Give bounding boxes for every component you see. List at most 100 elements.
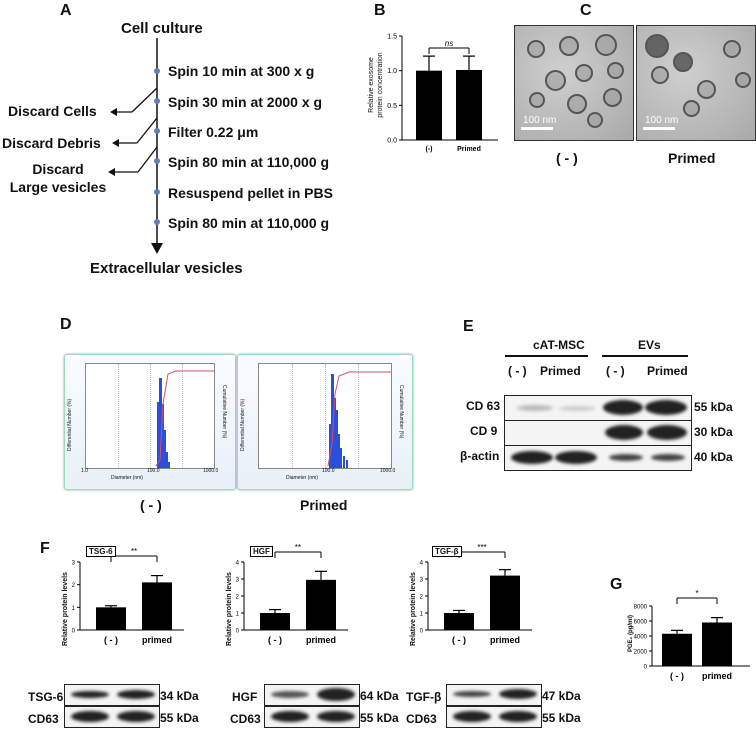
bar	[444, 613, 474, 630]
tem-image-control: 100 nm	[514, 25, 634, 141]
blot-row-label: CD63	[28, 712, 59, 726]
bar	[702, 622, 732, 666]
bar	[260, 613, 290, 630]
category-label: Primed	[457, 146, 481, 153]
kda-marker: 55 kDa	[360, 711, 399, 725]
blot-row-label: CD 9	[470, 424, 498, 438]
y-tick-label: 4	[420, 561, 424, 567]
significance-label: **	[295, 543, 301, 552]
significance-label: ***	[477, 543, 486, 552]
nta-ylabel-right: Cumulative Number (%)	[398, 385, 404, 439]
category-label: primed	[306, 635, 336, 645]
chart-tag-tgfb: TGF-β	[432, 546, 462, 557]
panel-g-ylabel: PGE₂ (pg/ml)	[628, 615, 634, 652]
nta-xtick: 100.0	[322, 468, 335, 474]
panel-a-label: A	[60, 2, 72, 19]
group-underline	[602, 355, 688, 357]
category-label: primed	[702, 671, 732, 681]
flow-step-6: Spin 80 min at 110,000 g	[168, 215, 330, 231]
chart-tag-hgf: HGF	[250, 546, 273, 557]
western-blot-cd63-control	[446, 706, 542, 728]
blot-group-cat-msc: cAT-MSC	[533, 338, 585, 352]
nta-chart-primed: Diameter (nm) 100.0 1000.0 Differential …	[237, 354, 413, 490]
nta-xlabel: Diameter (nm)	[111, 475, 143, 481]
category-label: ( - )	[670, 671, 684, 681]
chart-tag-tsg6: TSG-6	[86, 546, 116, 557]
group-underline	[505, 355, 588, 357]
blot-row-label: CD 63	[466, 399, 501, 413]
panel-b-ylabel-line2: protein concentration	[377, 52, 384, 118]
y-tick-label: 1	[72, 606, 76, 612]
western-blot-tgfb	[446, 684, 542, 706]
western-blot-cd9	[504, 420, 692, 446]
y-tick-label: 4	[236, 561, 240, 567]
bar	[96, 607, 126, 630]
panel-f-ylabel: Relative protein levels	[226, 572, 233, 646]
y-tick-label: 1.0	[387, 68, 397, 75]
western-blot-cd63	[504, 395, 692, 421]
panel-f-ylabel: Relative protein levels	[410, 572, 417, 646]
panel-d-label-control: ( - )	[140, 497, 162, 513]
y-tick-label: 3	[236, 578, 240, 584]
scale-bar-label: 100 nm	[523, 115, 557, 126]
y-tick-label: 8000	[634, 605, 648, 611]
flow-step-5: Resuspend pellet in PBS	[168, 185, 333, 201]
flow-discard-cells: Discard Cells	[8, 103, 97, 119]
western-blot-beta-actin	[504, 445, 692, 471]
bar	[456, 69, 482, 140]
kda-marker: 55 kDa	[542, 711, 581, 725]
blot-row-label: CD63	[230, 712, 261, 726]
flow-step-2: Spin 30 min at 2000 x g	[168, 94, 323, 110]
y-tick-label: 0	[420, 629, 424, 635]
panel-g-chart: 0 2000 4000 6000 8000 ( - ) primed *	[634, 589, 750, 681]
western-blot-cd63-control	[64, 706, 160, 728]
category-label: ( - )	[104, 635, 118, 645]
panel-b-ylabel-line1: Relative exosome	[368, 57, 375, 113]
kda-marker: 40 kDa	[694, 450, 733, 464]
flow-discard-debris: Discard Debris	[2, 135, 101, 151]
flow-step-3: Filter 0.22 μm	[168, 124, 259, 140]
flowchart-lines	[108, 38, 163, 254]
panel-b-label: B	[374, 2, 386, 19]
panel-c-label-primed: Primed	[668, 150, 716, 166]
kda-marker: 34 kDa	[160, 689, 199, 703]
lane-label: ( - )	[606, 364, 625, 378]
flow-top-text: Cell culture	[121, 20, 203, 37]
panel-f-ylabel: Relative protein levels	[62, 572, 69, 646]
bar	[490, 575, 520, 630]
lane-label: Primed	[540, 364, 581, 378]
nta-xtick: 100.0	[147, 468, 160, 474]
blot-group-evs: EVs	[638, 338, 661, 352]
tem-image-primed: 100 nm	[636, 25, 756, 141]
scale-bar	[521, 127, 553, 130]
flow-step-4: Spin 80 min at 110,000 g	[168, 154, 330, 170]
lane-label: ( - )	[508, 364, 527, 378]
category-label: ( - )	[452, 635, 466, 645]
nta-chart-control: Diameter (nm) 1.0 100.0 1000.0 Different…	[64, 354, 236, 490]
y-tick-label: 0	[644, 665, 648, 671]
panel-b-ylabel: Relative exosome protein concentration	[367, 45, 385, 125]
panel-d-label: D	[60, 316, 72, 333]
nta-ylabel-right: Cumulative Number (%)	[221, 385, 227, 439]
y-tick-label: 1.5	[387, 34, 397, 41]
panel-c-label: C	[580, 2, 592, 19]
category-label: (-)	[426, 146, 433, 153]
blot-row-label: CD63	[406, 712, 437, 726]
y-tick-label: 0	[72, 629, 76, 635]
bar	[662, 633, 692, 666]
nta-xtick: 1000.0	[203, 468, 219, 474]
y-tick-label: 2	[420, 595, 424, 601]
panel-g-label: G	[610, 576, 623, 593]
flow-step-1: Spin 10 min at 300 x g	[168, 63, 315, 79]
panel-b-chart: 0.0 0.5 1.0 1.5 (-) Primed ns	[387, 34, 498, 153]
y-tick-label: 0.5	[387, 103, 397, 110]
significance-label: *	[695, 589, 698, 598]
bar	[306, 579, 336, 630]
western-blot-cd63-control	[264, 706, 360, 728]
y-tick-label: 2	[72, 583, 76, 589]
western-blot-tsg6	[64, 684, 160, 706]
y-tick-label: 1	[420, 612, 424, 618]
panel-f-chart-hgf: 0 1 2 3 4 ( - ) primed **	[236, 543, 348, 645]
y-tick-label: 2000	[634, 650, 648, 656]
bar	[142, 582, 172, 630]
